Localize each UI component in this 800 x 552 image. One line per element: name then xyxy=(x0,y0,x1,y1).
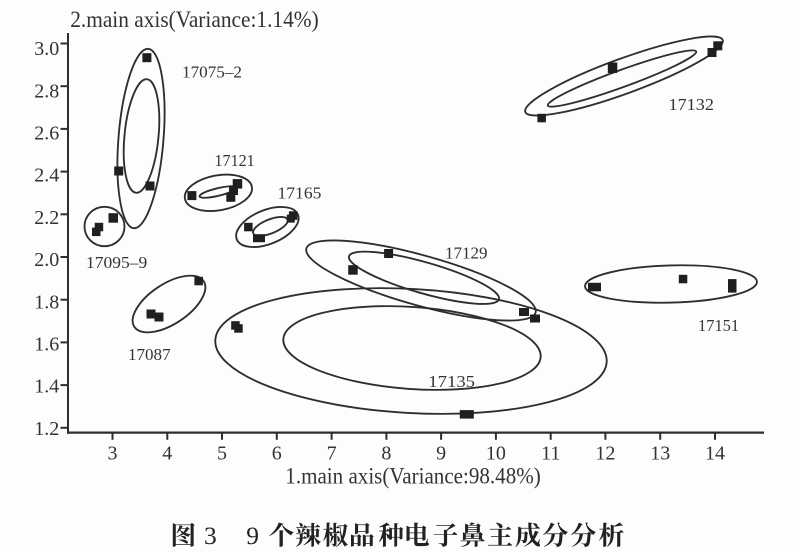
svg-text:17095–9: 17095–9 xyxy=(86,253,147,272)
svg-text:4: 4 xyxy=(162,443,172,465)
svg-text:12: 12 xyxy=(595,443,615,465)
svg-text:13: 13 xyxy=(650,443,670,465)
svg-text:17121: 17121 xyxy=(215,151,255,170)
svg-text:3.0: 3.0 xyxy=(34,38,59,60)
svg-text:2.main axis(Variance:1.14%): 2.main axis(Variance:1.14%) xyxy=(70,7,319,32)
svg-text:7: 7 xyxy=(327,443,337,465)
svg-text:17075–2: 17075–2 xyxy=(182,63,242,82)
svg-text:17135: 17135 xyxy=(428,372,475,391)
svg-text:17132: 17132 xyxy=(669,95,714,114)
svg-text:10: 10 xyxy=(486,443,506,465)
svg-text:2.8: 2.8 xyxy=(34,80,59,102)
svg-text:1.6: 1.6 xyxy=(34,334,59,356)
svg-text:2.6: 2.6 xyxy=(34,123,59,145)
svg-text:11: 11 xyxy=(541,443,560,465)
svg-text:1.2: 1.2 xyxy=(34,418,59,440)
svg-text:17087: 17087 xyxy=(128,345,171,364)
svg-text:5: 5 xyxy=(217,443,227,465)
svg-text:1.8: 1.8 xyxy=(34,291,59,313)
svg-text:17165: 17165 xyxy=(278,184,322,203)
svg-text:1.main axis(Variance:98.48%): 1.main axis(Variance:98.48%) xyxy=(285,464,541,489)
svg-text:14: 14 xyxy=(705,443,725,465)
svg-text:9: 9 xyxy=(246,521,259,550)
svg-text:3: 3 xyxy=(204,521,217,550)
svg-text:1.4: 1.4 xyxy=(34,376,59,398)
svg-text:2.0: 2.0 xyxy=(34,249,59,271)
svg-text:17129: 17129 xyxy=(445,244,488,263)
svg-text:17151: 17151 xyxy=(698,316,739,335)
svg-text:3: 3 xyxy=(108,443,118,465)
svg-text:9: 9 xyxy=(436,443,446,465)
svg-text:8: 8 xyxy=(381,443,391,465)
svg-text:6: 6 xyxy=(272,443,282,465)
svg-text:2.4: 2.4 xyxy=(34,165,59,187)
svg-text:2.2: 2.2 xyxy=(34,207,59,229)
